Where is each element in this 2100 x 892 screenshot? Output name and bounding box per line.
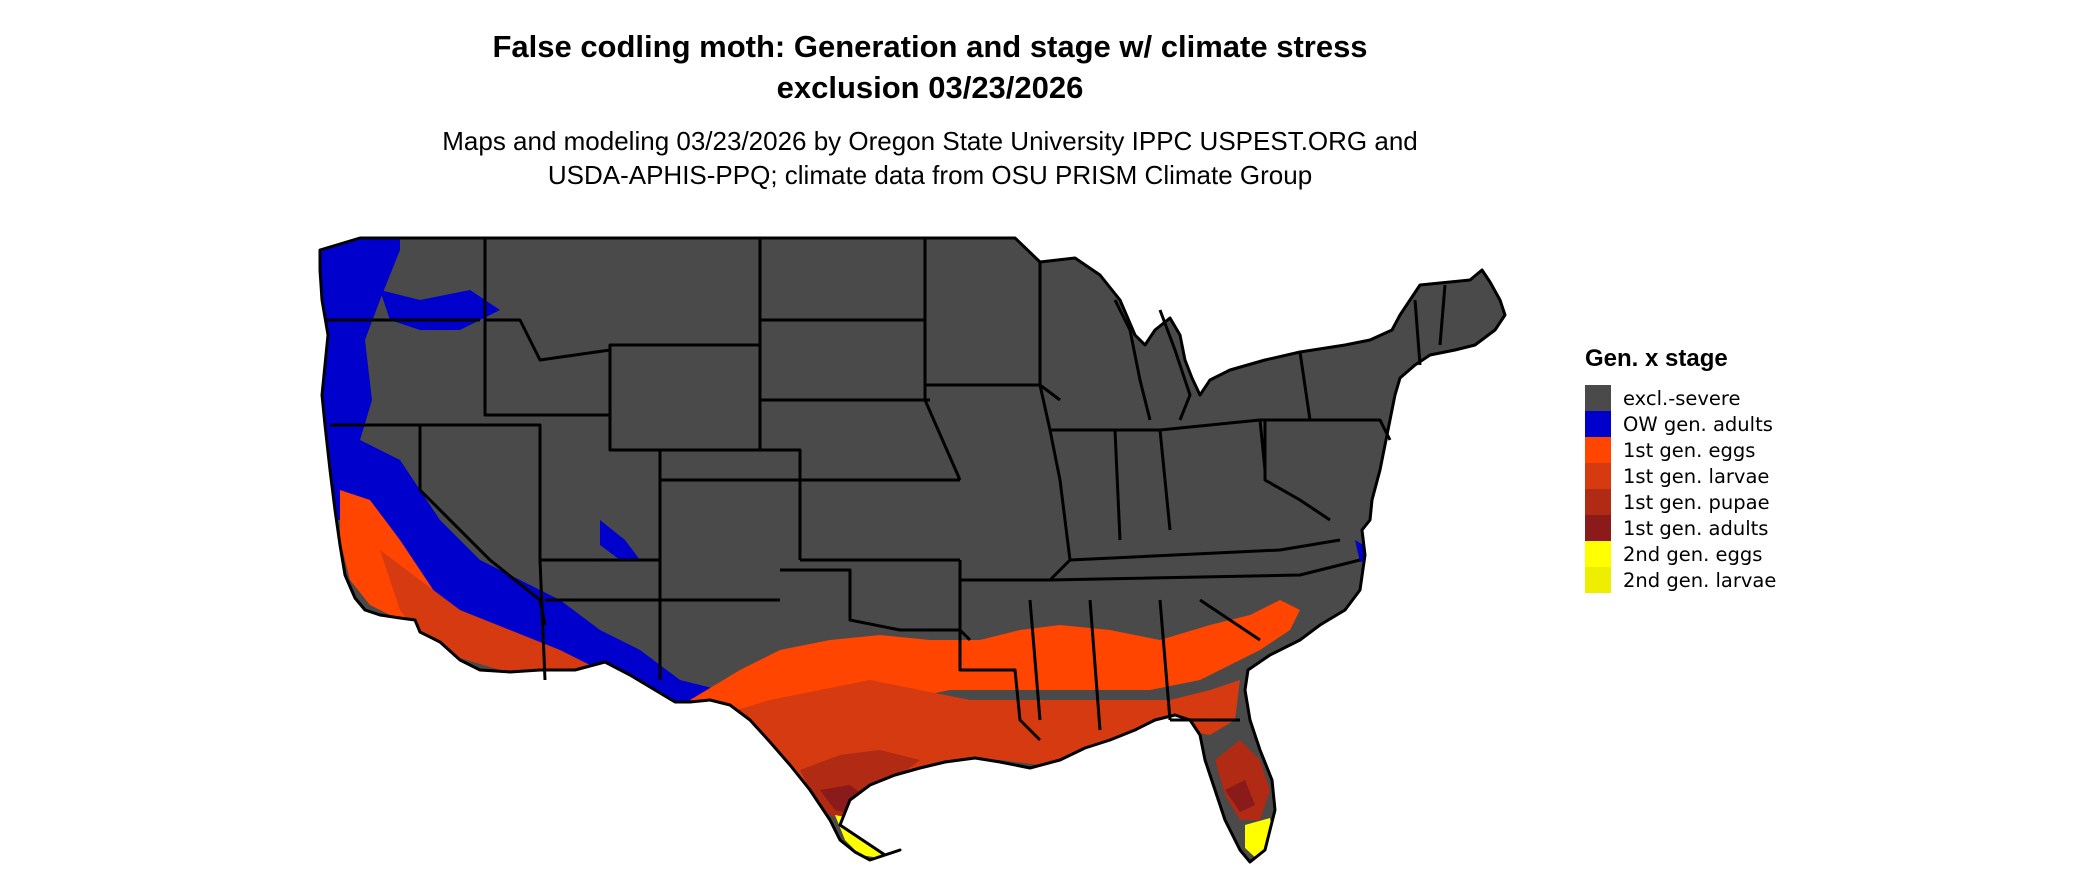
map-subtitle-line-2: USDA-APHIS-PPQ; climate data from OSU PR… [547, 160, 1313, 190]
legend-items: excl.-severe OW gen. adults 1st gen. egg… [1585, 385, 1776, 593]
zone-1st-adults-florida [1225, 780, 1255, 812]
zone-1st-pupae-florida [1215, 740, 1270, 820]
legend-item-ow-gen-adults: OW gen. adults [1585, 411, 1776, 437]
legend-swatch [1585, 437, 1611, 463]
map-subtitle-line-1: Maps and modeling 03/23/2026 by Oregon S… [442, 126, 1418, 156]
legend-item-2nd-gen-larvae: 2nd gen. larvae [1585, 567, 1776, 593]
legend-item-1st-gen-pupae: 1st gen. pupae [1585, 489, 1776, 515]
legend-item-1st-gen-adults: 1st gen. adults [1585, 515, 1776, 541]
legend-swatch [1585, 567, 1611, 593]
legend-label: 2nd gen. larvae [1623, 568, 1777, 592]
legend-label: 1st gen. larvae [1623, 464, 1770, 488]
legend-swatch [1585, 385, 1611, 411]
map-title-line-1: False codling moth: Generation and stage… [492, 29, 1368, 64]
map-title: False codling moth: Generation and stage… [0, 26, 1860, 108]
state-borders [318, 236, 1507, 864]
legend-label: 1st gen. adults [1623, 516, 1769, 540]
zone-ow-adults-utah [600, 520, 640, 560]
legend-swatch [1585, 411, 1611, 437]
legend-label: 1st gen. pupae [1623, 490, 1770, 514]
map-subtitle: Maps and modeling 03/23/2026 by Oregon S… [0, 124, 1860, 192]
legend-swatch [1585, 515, 1611, 541]
legend-swatch [1585, 541, 1611, 567]
map-title-line-2: exclusion 03/23/2026 [776, 70, 1084, 105]
legend-label: OW gen. adults [1623, 412, 1773, 436]
legend-item-1st-gen-eggs: 1st gen. eggs [1585, 437, 1776, 463]
legend-title: Gen. x stage [1585, 345, 1728, 372]
legend-label: 1st gen. eggs [1623, 438, 1756, 462]
legend-swatch [1585, 463, 1611, 489]
legend-swatch [1585, 489, 1611, 515]
legend-item-excl-severe: excl.-severe [1585, 385, 1776, 411]
legend-label: excl.-severe [1623, 386, 1741, 410]
legend: Gen. x stage excl.-severe OW gen. adults… [1585, 345, 1776, 593]
legend-label: 2nd gen. eggs [1623, 542, 1763, 566]
legend-item-1st-gen-larvae: 1st gen. larvae [1585, 463, 1776, 489]
legend-item-2nd-gen-eggs: 2nd gen. eggs [1585, 541, 1776, 567]
